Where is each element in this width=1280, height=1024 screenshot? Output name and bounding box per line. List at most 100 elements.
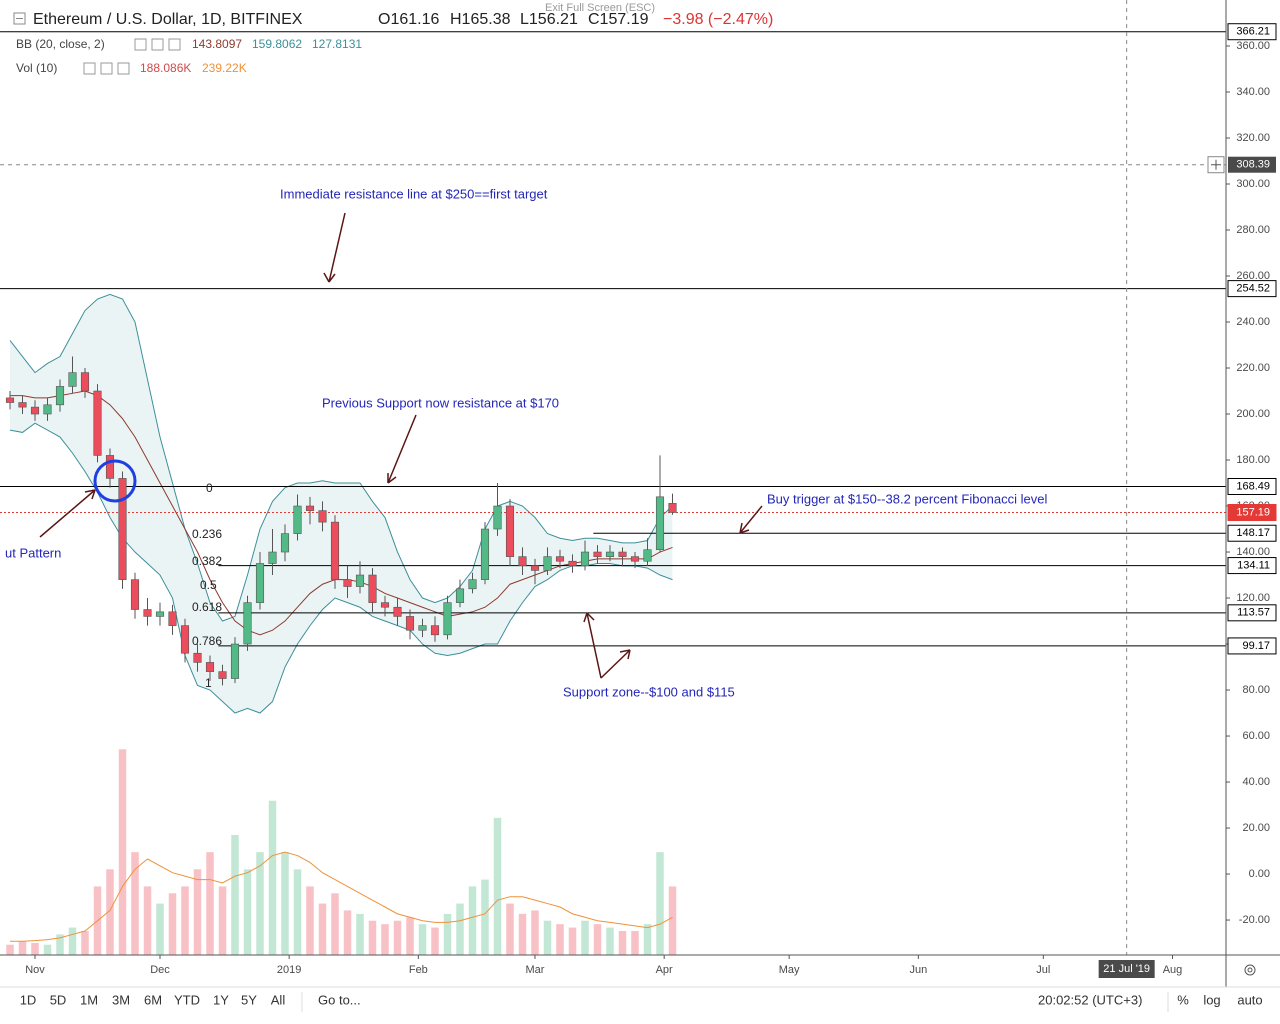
volume-bar [56,934,64,955]
y-tick-label: 240.00 [1236,316,1270,328]
range-button[interactable]: 3M [112,992,130,1007]
volume-ma [10,851,673,942]
indicator-value: 159.8062 [252,37,302,51]
goto-button[interactable]: Go to... [318,992,361,1007]
volume-bar [556,924,564,955]
volume-bar [231,835,239,955]
level-label-box [1227,23,1277,41]
candle-body [18,402,27,408]
range-button[interactable]: 1Y [213,992,229,1007]
indicator-value: 127.8131 [312,37,362,51]
ohlc-low: L156.21 [520,11,578,28]
volume-bar [443,913,452,955]
candle-body [368,574,377,603]
volume-bar [618,931,627,955]
bb-upper [9,293,673,622]
candle-body [118,478,127,580]
crosshair-x-label: 21 Jul '19 [1103,963,1150,975]
candle-body [318,510,327,523]
icon[interactable] [151,38,164,51]
candles [5,356,677,686]
range-button[interactable]: 5D [50,992,67,1007]
volume-bar [193,869,202,955]
bb-fill [10,294,673,714]
x-tick-label: Nov [25,964,45,976]
gear[interactable] [1244,964,1256,976]
candle-body [555,556,565,562]
volume-bar [456,903,464,955]
candle-body [393,606,402,617]
icon[interactable] [134,38,147,51]
icon[interactable] [83,62,96,75]
candle-body [68,372,77,387]
range-button[interactable]: 5Y [241,992,257,1007]
volume-bar [631,931,639,955]
volume-bar [381,924,389,955]
candle-body [355,574,365,587]
range-button[interactable]: All [271,992,286,1007]
y-tick-label: 300.00 [1236,178,1270,190]
candle-body [105,455,115,479]
candle-body [543,556,552,571]
volume-bar [6,944,14,955]
volume-bar [343,910,352,955]
toolbar: Go to... 20:02:52 (UTC+3) 1D 5D 1M 3M 6M YTD 1… [20,992,1263,1012]
volume-bar [181,886,189,955]
indicator-icons [83,38,181,75]
icon[interactable] [168,38,181,51]
volume-bar [668,886,677,955]
candle-body [218,671,227,679]
candle-body [155,611,165,617]
range-button[interactable]: 1D [20,992,37,1007]
collapse-icon[interactable] [13,12,26,25]
scale-option[interactable]: log [1203,992,1220,1007]
volume-bar [468,886,477,955]
range-button[interactable]: 6M [144,992,162,1007]
ohlc-open: O161.16 [378,11,439,28]
y-tick-label: 120.00 [1236,592,1270,604]
candle-body [143,609,152,617]
volume [6,749,677,955]
annotation: ut Pattern [5,545,61,560]
crosshair-plus[interactable] [1211,159,1221,170]
indicator-value: 188.086K [140,61,191,75]
volume-bar [81,931,89,955]
range-button[interactable]: 1M [80,992,98,1007]
x-tick-label: Apr [656,964,673,976]
scale-option[interactable]: auto [1237,992,1262,1007]
level-label: 113.57 [1237,607,1270,619]
indicator-name[interactable]: BB (20, close, 2) [16,37,105,51]
annotation: Buy trigger at $150--38.2 percent Fibona… [767,491,1047,506]
icon[interactable] [100,62,113,75]
volume-bar [331,893,339,955]
candle-body [343,579,352,587]
scale-option[interactable]: % [1177,992,1189,1007]
range-button[interactable]: YTD [174,992,200,1007]
symbol-title[interactable]: Ethereum / U.S. Dollar, 1D, BITFINEX [33,11,303,28]
level-label-box [1227,280,1277,298]
settings-icon[interactable] [1244,964,1256,976]
candle-body [493,505,502,530]
volume-bar [656,852,664,955]
volume-bar [106,869,114,955]
volume-bar [31,943,39,955]
x-tick-label: Mar [526,964,545,976]
y-tick-label: 180.00 [1236,454,1270,466]
y-tick-label: 280.00 [1236,224,1270,236]
candle-body [605,551,615,557]
candle-body [193,652,202,663]
y-tick-label: 260.00 [1236,270,1270,282]
y-tick-label: 140.00 [1236,546,1270,558]
arrow [387,414,417,484]
indicator-value: 143.8097 [192,37,242,51]
x-tick-label: Feb [409,964,428,976]
volume-bar [118,749,127,955]
annotation: Previous Support now resistance at $170 [322,395,559,410]
candle-body [168,611,177,626]
indicator-name[interactable]: Vol (10) [16,61,57,75]
exit-fullscreen[interactable]: Exit Full Screen (ESC) [545,2,655,14]
gear [1247,967,1253,973]
icon[interactable] [117,62,130,75]
